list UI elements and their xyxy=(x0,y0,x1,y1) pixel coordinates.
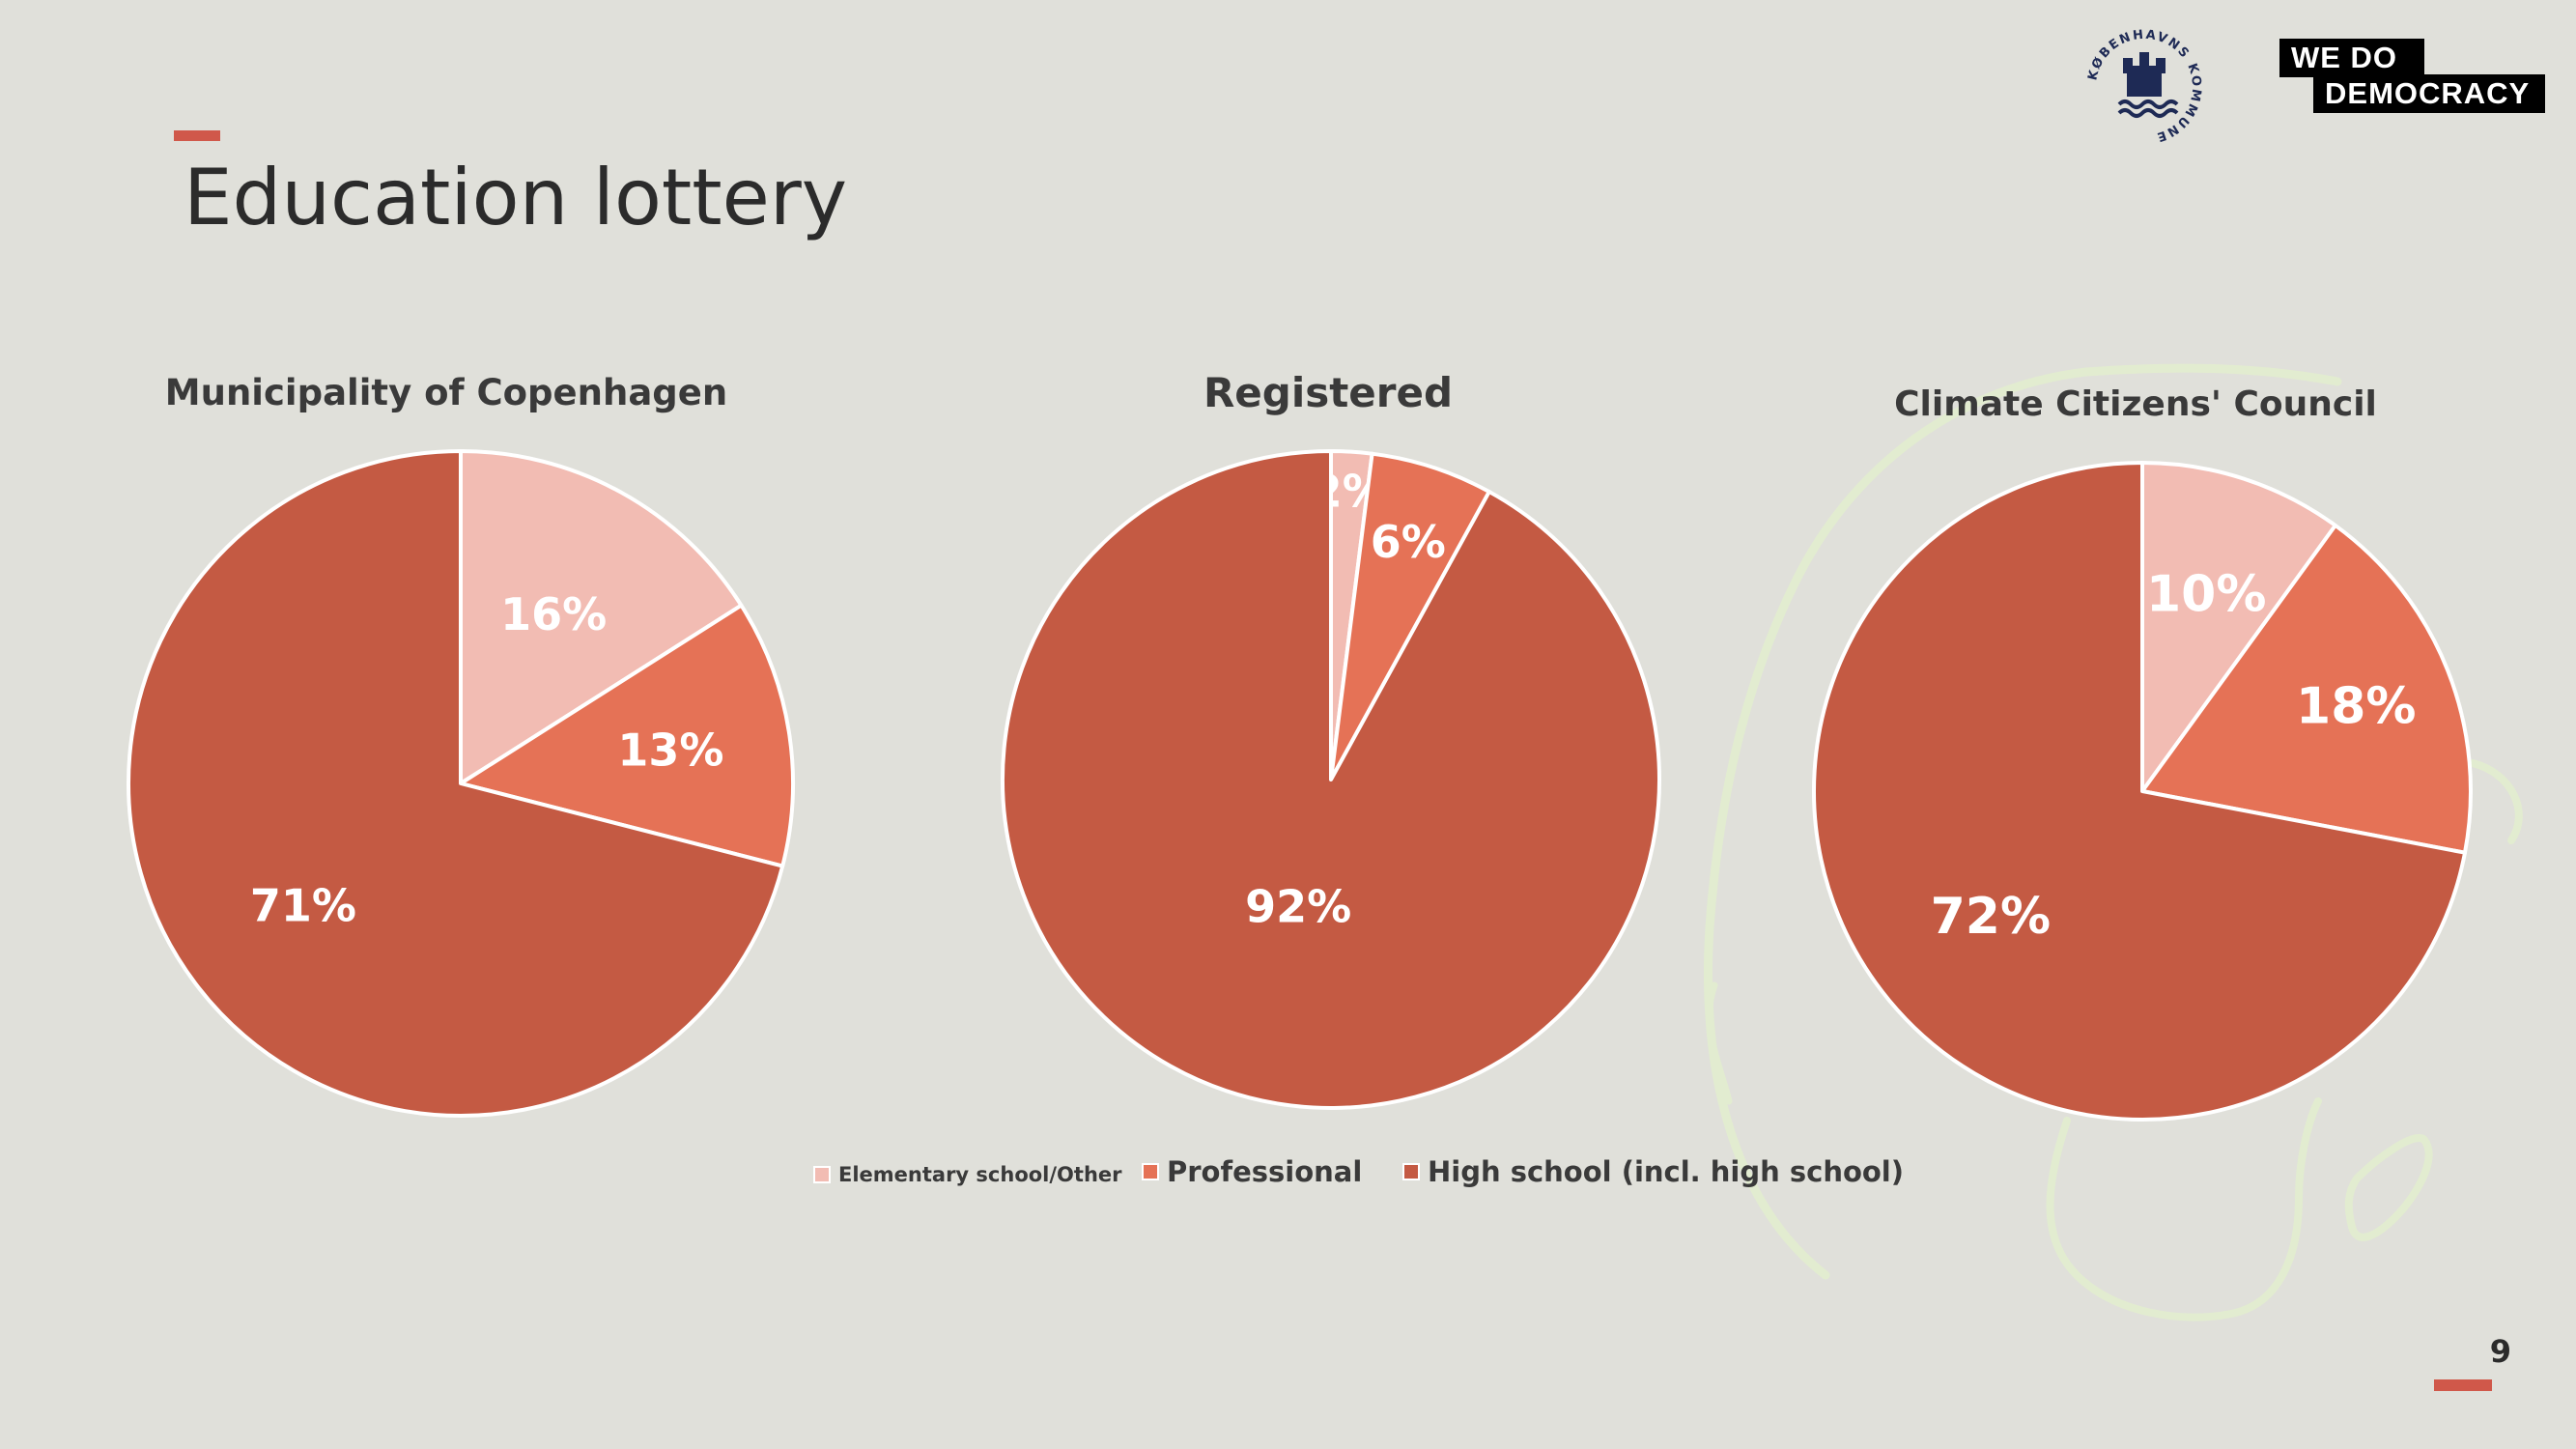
legend-label-high-school: High school (incl. high school) xyxy=(1428,1155,1904,1188)
pie-slice-climate-council-high-school xyxy=(1812,461,2467,1122)
data-label-copenhagen-elementary: 16% xyxy=(500,588,607,640)
page-number: 9 xyxy=(2489,1333,2511,1370)
legend-swatch-high-school xyxy=(1402,1163,1420,1180)
pie-slice-copenhagen-professional xyxy=(459,603,795,868)
copenhagen-municipality-logo: KØBENHAVNS KOMMUNE xyxy=(2077,19,2212,155)
data-label-copenhagen-professional: 13% xyxy=(617,724,723,777)
pie-slice-registered-high-school xyxy=(1001,449,1661,1110)
legend-label-professional: Professional xyxy=(1167,1155,1363,1188)
pie-chart-copenhagen: 16% 13% 71% xyxy=(127,449,795,1118)
legend-item-professional: Professional xyxy=(1142,1155,1362,1188)
pie-slice-climate-council-elementary xyxy=(2140,461,2337,793)
logo-line-2: DEMOCRACY xyxy=(2313,74,2545,113)
pie-slice-copenhagen-high-school xyxy=(127,449,785,1118)
chart-title-registered: Registered xyxy=(1203,369,1454,416)
legend-label-elementary: Elementary school/Other xyxy=(838,1163,1122,1186)
chart-legend: Elementary school/Other Professional Hig… xyxy=(0,1155,2576,1194)
we-do-democracy-logo: WE DO DEMOCRACY xyxy=(2279,39,2545,116)
pie-slice-climate-council-professional xyxy=(2140,523,2473,855)
pie-chart-registered: 2%6%92% xyxy=(1001,449,1661,1110)
page-title: Education lottery xyxy=(184,153,848,242)
legend-item-high-school: High school (incl. high school) xyxy=(1402,1155,1904,1188)
pie-slice-copenhagen-elementary xyxy=(459,449,744,785)
legend-item-elementary: Elementary school/Other xyxy=(813,1163,1122,1186)
legend-swatch-elementary xyxy=(813,1166,831,1183)
chart-title-climate-council: Climate Citizens' Council xyxy=(1894,384,2377,424)
pie-slice-registered-professional xyxy=(1329,451,1491,781)
data-label-registered-high-school: 92% xyxy=(1245,881,1351,933)
chart-title-copenhagen: Municipality of Copenhagen xyxy=(164,372,728,413)
footer-accent-bar xyxy=(2434,1379,2492,1391)
data-label-climate-council-high-school: 72% xyxy=(1931,888,2051,946)
legend-swatch-professional xyxy=(1142,1163,1159,1180)
title-accent-bar xyxy=(174,130,220,141)
data-label-climate-council-elementary: 10% xyxy=(2146,565,2266,623)
data-label-registered-professional: 6% xyxy=(1371,516,1446,568)
pie-chart-climate-council: 10% 18% 72% xyxy=(1812,461,2473,1122)
data-label-climate-council-professional: 18% xyxy=(2296,677,2416,735)
logo-line-1: WE DO xyxy=(2279,39,2424,77)
data-label-copenhagen-high-school: 71% xyxy=(250,880,356,932)
